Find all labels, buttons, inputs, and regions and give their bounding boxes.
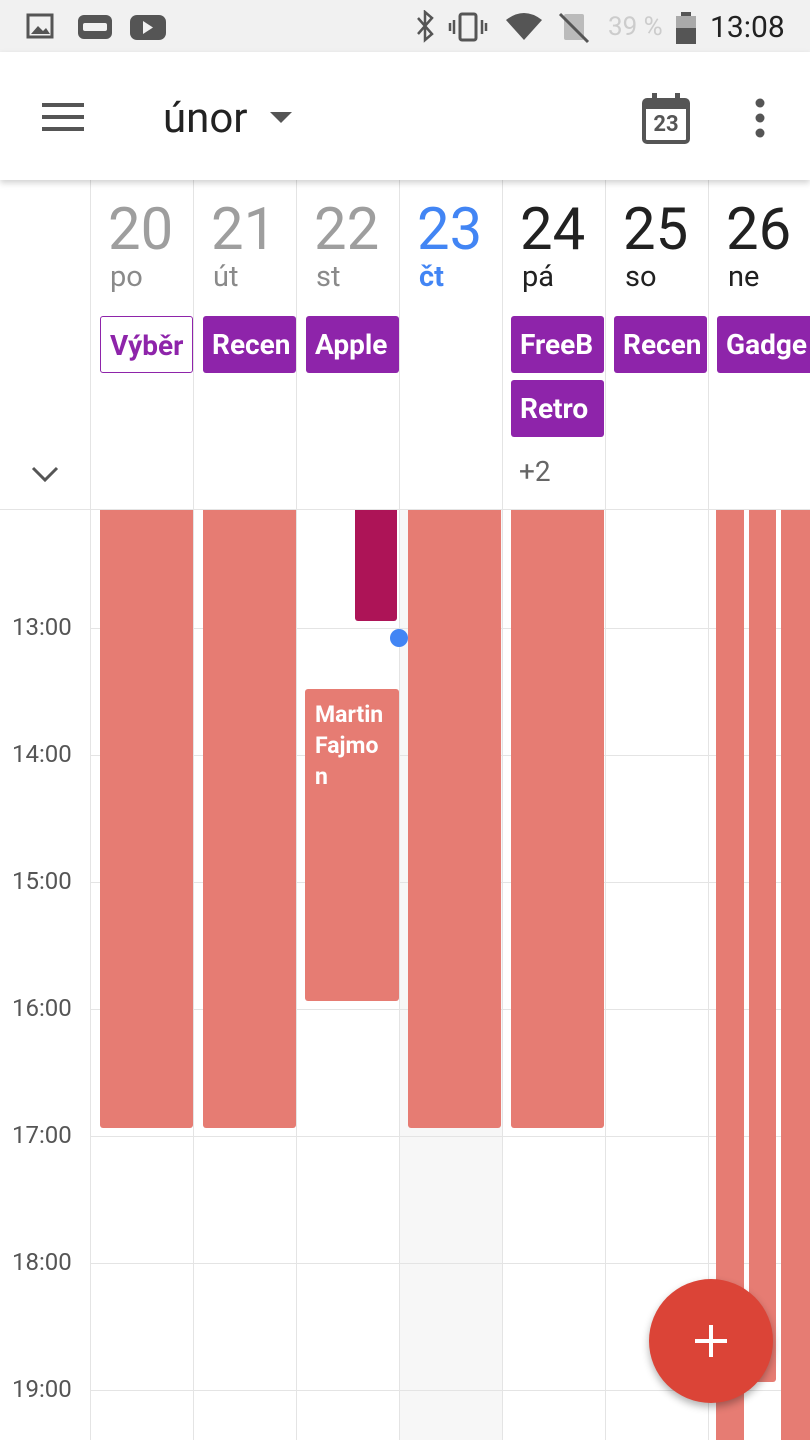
day-number[interactable]: 22 (314, 196, 380, 264)
event[interactable] (355, 510, 397, 621)
day-name[interactable]: po (110, 260, 143, 294)
day-number[interactable]: 20 (108, 196, 174, 264)
event[interactable]: Martin Fajmon (305, 689, 399, 1001)
column-line (708, 510, 709, 1440)
day-number[interactable]: 26 (726, 196, 792, 264)
clock: 13:08 (710, 10, 785, 45)
hour-line (90, 1136, 810, 1137)
today-button-frame[interactable] (642, 92, 690, 144)
column-line (90, 180, 91, 510)
expand-chevron[interactable] (30, 464, 60, 484)
column-line (399, 180, 400, 510)
hour-label: 19:00 (12, 1375, 72, 1403)
day-name[interactable]: st (316, 260, 341, 294)
hour-label: 15:00 (12, 867, 72, 895)
plus-icon (695, 1325, 727, 1357)
column-line (708, 180, 709, 510)
now-indicator (390, 629, 408, 647)
status-icons (26, 13, 166, 40)
all-day-event[interactable]: FreeB (511, 316, 604, 373)
day-number[interactable]: 24 (520, 196, 586, 264)
event[interactable] (203, 510, 296, 1128)
event[interactable] (100, 510, 193, 1128)
event[interactable] (749, 510, 776, 1382)
column-line (296, 180, 297, 510)
status-bar: 39 % 13:08 (0, 0, 810, 52)
hour-label: 12:00 (12, 510, 72, 514)
all-day-event[interactable]: Recen (614, 316, 707, 373)
day-number[interactable]: 25 (623, 196, 689, 264)
day-name[interactable]: ne (728, 260, 760, 294)
hour-label: 14:00 (12, 740, 72, 768)
hour-label: 18:00 (12, 1248, 72, 1276)
time-grid: 12:00 13:00 14:00 15:00 16:00 17:00 18:00 19:00… (0, 510, 810, 1440)
status-system-icons (417, 10, 696, 44)
all-day-event[interactable]: Gadge (717, 316, 810, 373)
day-name[interactable]: čt (419, 260, 444, 294)
all-day-event[interactable]: Retro (511, 380, 604, 437)
day-name[interactable]: út (213, 260, 239, 294)
hour-label: 13:00 (12, 613, 72, 641)
hour-label: 17:00 (12, 1121, 72, 1149)
hour-label: 16:00 (12, 994, 72, 1022)
hour-line (90, 1263, 810, 1264)
column-line (502, 180, 503, 510)
column-line (605, 510, 606, 1440)
more-button[interactable] (752, 98, 768, 138)
column-line (399, 510, 400, 1440)
all-day-event[interactable]: Apple (306, 316, 399, 373)
app-bar: únor 23 (0, 52, 810, 180)
month-dropdown[interactable] (270, 112, 292, 124)
day-name[interactable]: pá (522, 260, 555, 294)
event[interactable] (511, 510, 604, 1128)
column-line (502, 510, 503, 1440)
column-line (193, 510, 194, 1440)
day-number[interactable]: 23 (417, 196, 483, 264)
column-line (90, 510, 91, 1440)
day-number[interactable]: 21 (211, 196, 277, 264)
month-title[interactable]: únor (163, 94, 248, 143)
column-line (605, 180, 606, 510)
all-day-event[interactable]: Recen (203, 316, 296, 373)
battery-percent: 39 % (608, 12, 663, 42)
add-event-button[interactable] (649, 1279, 773, 1403)
all-day-event[interactable]: Výběr (100, 316, 193, 373)
more-events[interactable]: +2 (519, 455, 551, 488)
event[interactable] (408, 510, 501, 1128)
column-line (296, 510, 297, 1440)
today-button-date[interactable]: 23 (653, 112, 679, 137)
menu-button[interactable] (42, 102, 84, 132)
column-line (193, 180, 194, 510)
hour-line (90, 1390, 810, 1391)
event[interactable] (781, 510, 810, 1440)
day-name[interactable]: so (625, 260, 657, 294)
